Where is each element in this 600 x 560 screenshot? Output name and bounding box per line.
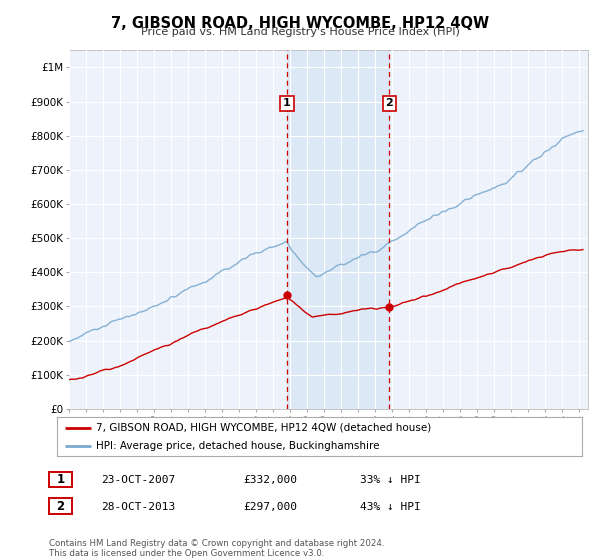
Text: 2: 2	[56, 500, 65, 513]
Text: 7, GIBSON ROAD, HIGH WYCOMBE, HP12 4QW (detached house): 7, GIBSON ROAD, HIGH WYCOMBE, HP12 4QW (…	[97, 423, 431, 433]
Text: 2: 2	[385, 99, 393, 108]
Text: 1: 1	[283, 99, 291, 108]
Text: Price paid vs. HM Land Registry's House Price Index (HPI): Price paid vs. HM Land Registry's House …	[140, 27, 460, 37]
Text: 43% ↓ HPI: 43% ↓ HPI	[360, 502, 421, 512]
Text: Contains HM Land Registry data © Crown copyright and database right 2024.: Contains HM Land Registry data © Crown c…	[49, 539, 385, 548]
Text: 23-OCT-2007: 23-OCT-2007	[101, 475, 175, 485]
Bar	[287, 50, 389, 409]
Text: HPI: Average price, detached house, Buckinghamshire: HPI: Average price, detached house, Buck…	[97, 441, 380, 451]
Text: £297,000: £297,000	[243, 502, 297, 512]
Text: 7, GIBSON ROAD, HIGH WYCOMBE, HP12 4QW: 7, GIBSON ROAD, HIGH WYCOMBE, HP12 4QW	[111, 16, 489, 31]
Text: 28-OCT-2013: 28-OCT-2013	[101, 502, 175, 512]
Text: 1: 1	[56, 473, 65, 486]
Text: £332,000: £332,000	[243, 475, 297, 485]
Text: This data is licensed under the Open Government Licence v3.0.: This data is licensed under the Open Gov…	[49, 549, 325, 558]
Text: 33% ↓ HPI: 33% ↓ HPI	[360, 475, 421, 485]
